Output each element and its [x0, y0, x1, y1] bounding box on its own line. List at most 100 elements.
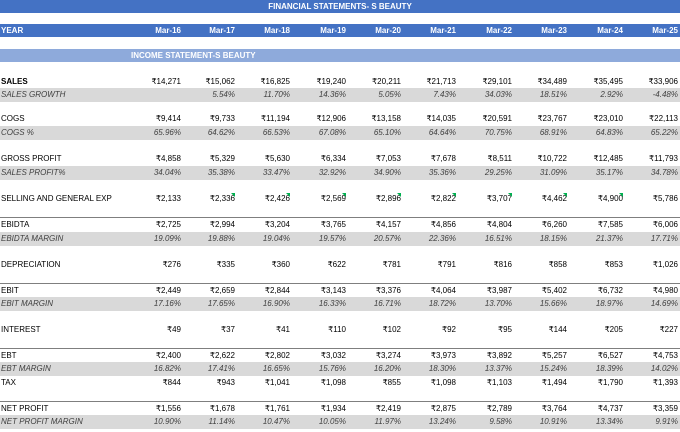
year-header-cell: Mar-21: [430, 26, 456, 35]
table-row: NET PROFIT MARGIN 10.90% 11.14% 10.47% 10.05…: [0, 415, 680, 429]
section-band: INCOME STATEMENT-S BEAUTY: [0, 49, 680, 62]
value-cell: ₹12,906: [316, 114, 346, 123]
value-cell: ₹9,733: [209, 114, 235, 123]
value-cell: ₹102: [382, 325, 401, 334]
value-cell: ₹2,822: [430, 194, 456, 203]
row-label: EBIDTA: [1, 220, 30, 229]
value-cell: ₹1,098: [430, 378, 456, 387]
value-cell: ₹2,336: [209, 194, 235, 203]
value-cell: ₹16,825: [260, 77, 290, 86]
table-row: EBIDTA ₹2,725 ₹2,994 ₹3,204 ₹3,765 ₹4,157 ₹4,8…: [0, 217, 680, 232]
value-cell: ₹5,257: [541, 351, 567, 360]
percent-cell: 64.62%: [207, 128, 235, 137]
value-cell: ₹4,737: [597, 404, 623, 413]
percent-cell: 15.76%: [318, 364, 346, 373]
value-cell: ₹6,260: [541, 220, 567, 229]
cell-note-indicator-icon: [342, 193, 346, 197]
row-label: EBIDTA MARGIN: [1, 234, 64, 243]
value-cell: ₹1,393: [652, 378, 678, 387]
value-cell: ₹622: [327, 260, 346, 269]
table-row: SELLING AND GENERAL EXP ₹2,133 ₹2,336 ₹2,42…: [0, 192, 680, 206]
table-row: INTEREST ₹49 ₹37 ₹41 ₹110 ₹102 ₹92 ₹95 ₹144 ₹205 ₹…: [0, 323, 680, 337]
value-cell: ₹6,527: [597, 351, 623, 360]
year-header-cell: Mar-19: [320, 26, 346, 35]
percent-cell: 18.72%: [428, 299, 456, 308]
value-cell: ₹227: [659, 325, 678, 334]
statement-title: FINANCIAL STATEMENTS- S BEAUTY: [0, 0, 680, 13]
value-cell: ₹11,194: [261, 114, 290, 123]
row-label: EBT MARGIN: [1, 364, 51, 373]
value-cell: ₹7,585: [597, 220, 623, 229]
table-row: SALES PROFIT% 34.04% 35.38% 33.47% 32.92% 34.…: [0, 166, 680, 180]
value-cell: ₹3,359: [652, 404, 678, 413]
value-cell: ₹8,511: [487, 154, 512, 163]
row-label: SALES: [1, 77, 28, 86]
percent-cell: 65.10%: [373, 128, 401, 137]
value-cell: ₹2,802: [264, 351, 290, 360]
value-cell: ₹1,934: [320, 404, 346, 413]
row-label: TAX: [1, 378, 16, 387]
value-cell: ₹10,722: [537, 154, 567, 163]
percent-cell: 68.91%: [539, 128, 567, 137]
percent-cell: 10.47%: [262, 417, 290, 426]
table-row: EBT ₹2,400 ₹2,622 ₹2,802 ₹3,032 ₹3,274 ₹3,973 ₹…: [0, 348, 680, 363]
value-cell: ₹14,271: [151, 77, 181, 86]
value-cell: ₹7,678: [430, 154, 456, 163]
percent-cell: 18.39%: [595, 364, 623, 373]
percent-cell: 17.71%: [650, 234, 678, 243]
percent-cell: 19.88%: [207, 234, 235, 243]
value-cell: ₹6,334: [320, 154, 346, 163]
row-label: SALES PROFIT%: [1, 168, 66, 177]
row-label: NET PROFIT MARGIN: [1, 417, 83, 426]
value-cell: ₹2,449: [155, 286, 181, 295]
percent-cell: 19.09%: [153, 234, 181, 243]
value-cell: ₹6,732: [597, 286, 623, 295]
cell-note-indicator-icon: [286, 193, 290, 197]
percent-cell: 17.41%: [207, 364, 235, 373]
year-header-row: YEAR Mar-16 Mar-17 Mar-18 Mar-19 Mar-20 Mar-2…: [0, 24, 680, 37]
value-cell: ₹360: [271, 260, 290, 269]
value-cell: ₹110: [328, 325, 346, 334]
value-cell: ₹2,400: [155, 351, 181, 360]
percent-cell: 15.66%: [539, 299, 567, 308]
percent-cell: 35.38%: [207, 168, 235, 177]
value-cell: ₹144: [548, 325, 567, 334]
value-cell: ₹844: [162, 378, 181, 387]
value-cell: ₹4,157: [375, 220, 401, 229]
value-cell: ₹4,064: [430, 286, 456, 295]
value-cell: ₹1,761: [264, 404, 290, 413]
percent-cell: 7.43%: [433, 90, 456, 99]
value-cell: ₹943: [216, 378, 235, 387]
percent-cell: 11.70%: [263, 90, 290, 99]
value-cell: ₹5,329: [209, 154, 235, 163]
table-row: NET PROFIT ₹1,556 ₹1,678 ₹1,761 ₹1,934 ₹2,419…: [0, 401, 680, 416]
percent-cell: 65.22%: [650, 128, 678, 137]
year-header-cell: Mar-25: [652, 26, 678, 35]
value-cell: ₹2,725: [155, 220, 181, 229]
value-cell: ₹1,556: [155, 404, 181, 413]
value-cell: ₹1,103: [486, 378, 512, 387]
percent-cell: 9.91%: [655, 417, 678, 426]
percent-cell: 2.92%: [600, 90, 623, 99]
table-row: COGS % 65.96% 64.62% 66.53% 67.08% 65.10% 64.6…: [0, 126, 680, 140]
value-cell: ₹2,875: [430, 404, 456, 413]
value-cell: ₹3,143: [320, 286, 346, 295]
value-cell: ₹4,980: [652, 286, 678, 295]
value-cell: ₹14,035: [426, 114, 456, 123]
value-cell: ₹33,906: [648, 77, 678, 86]
percent-cell: 18.51%: [539, 90, 567, 99]
value-cell: ₹1,494: [541, 378, 567, 387]
row-label: COGS: [1, 114, 25, 123]
year-header-cell: Mar-23: [541, 26, 567, 35]
value-cell: ₹3,987: [486, 286, 512, 295]
value-cell: ₹3,204: [264, 220, 290, 229]
year-header-label: YEAR: [1, 26, 24, 35]
table-row: TAX ₹844 ₹943 ₹1,041 ₹1,098 ₹855 ₹1,098 ₹1,103 ₹…: [0, 376, 680, 390]
percent-cell: 33.47%: [262, 168, 290, 177]
row-label: COGS %: [1, 128, 34, 137]
value-cell: ₹791: [437, 260, 456, 269]
percent-cell: 19.57%: [318, 234, 346, 243]
value-cell: ₹22,113: [649, 114, 678, 123]
value-cell: ₹3,032: [320, 351, 346, 360]
value-cell: ₹35,495: [593, 77, 623, 86]
